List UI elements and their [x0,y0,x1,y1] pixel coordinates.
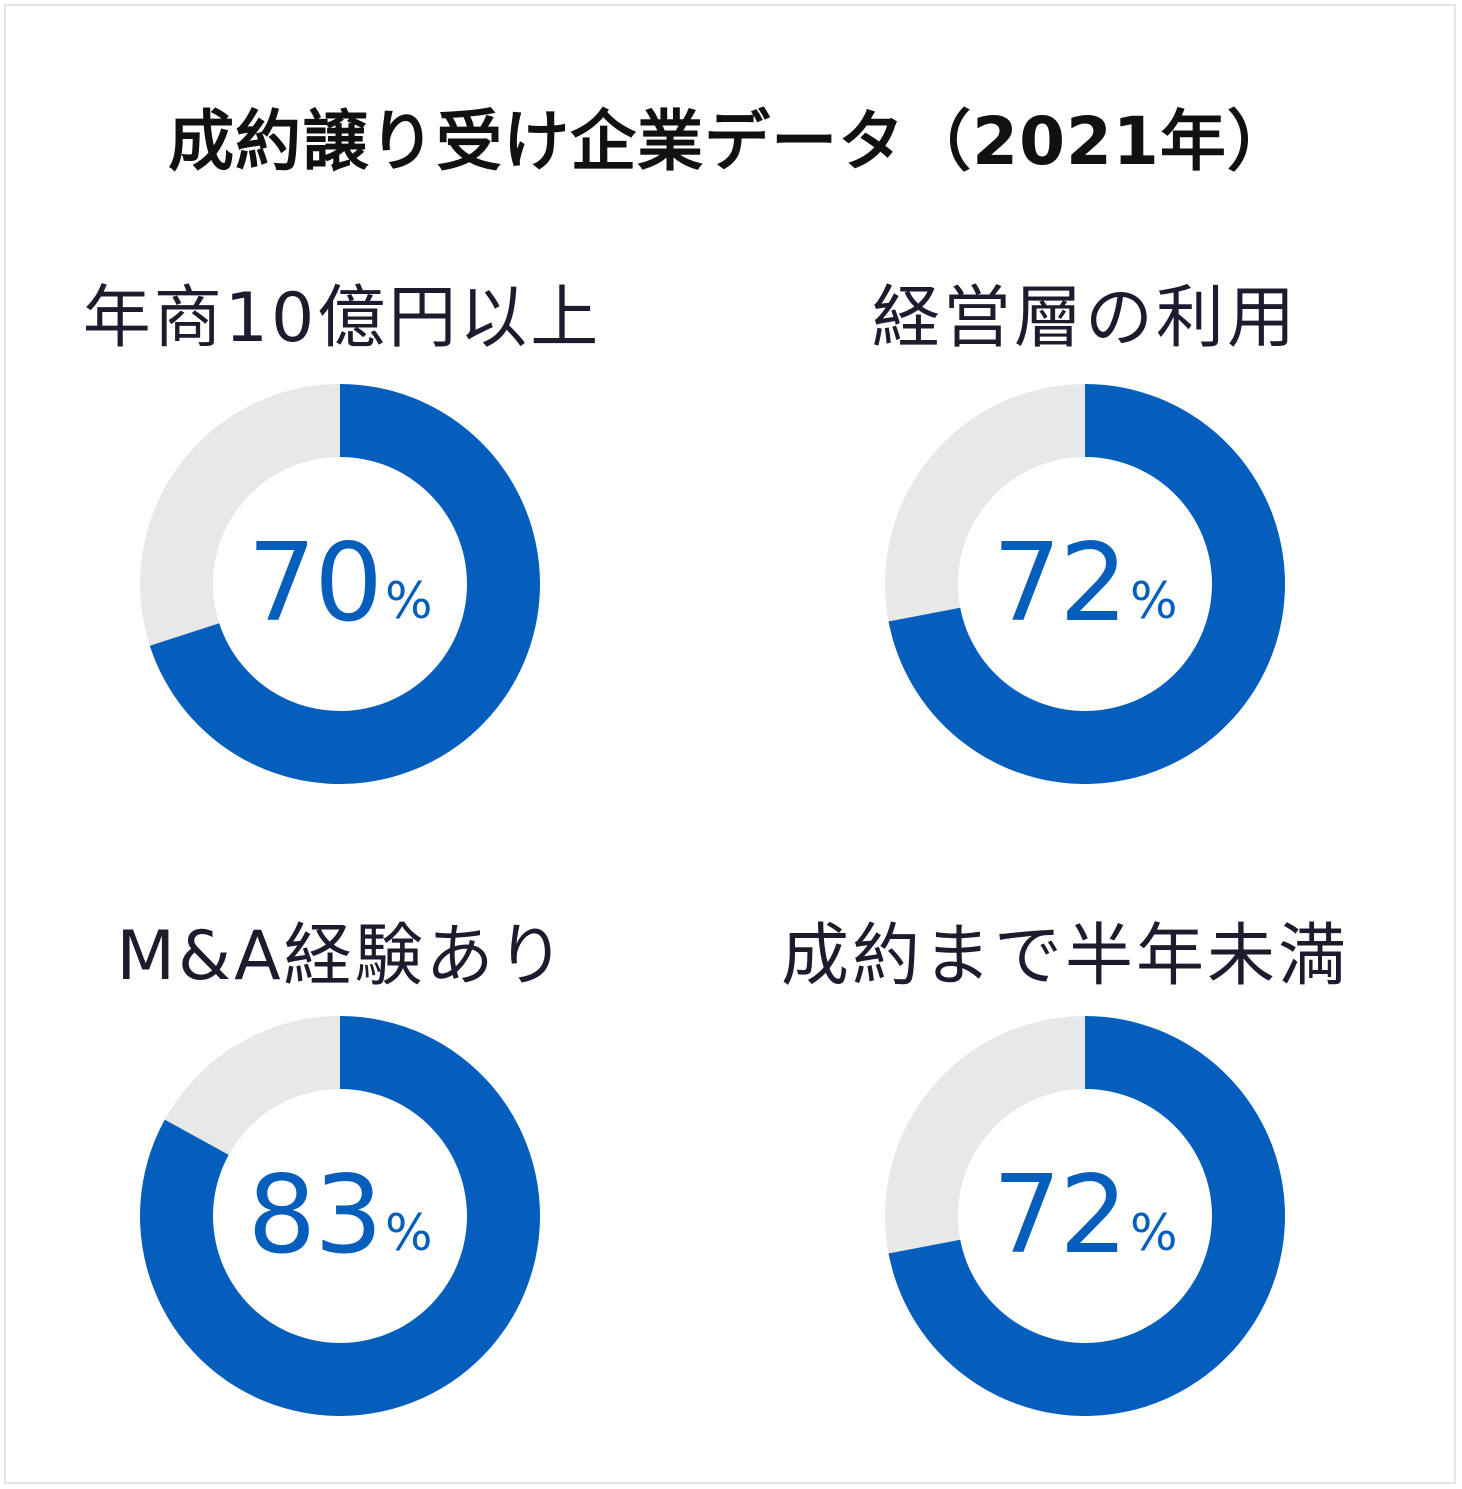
donut-value-slice [140,1016,541,1416]
donut-executive-use [885,384,1285,784]
donut-ma-experience [140,1016,541,1416]
donut-value-slice [888,1016,1285,1416]
donut-annual-revenue [139,384,540,784]
donut-remainder-slice [139,384,340,646]
donut-remainder-slice [164,1016,340,1155]
panel-label-annual-revenue: 年商10億円以上 [82,279,602,358]
figure-frame [4,4,1456,1484]
donut-value-slice [888,384,1285,784]
donut-value-slice [149,384,540,784]
chart-title: 成約譲り受け企業データ（2021年） [168,103,1294,180]
donut-closing-within-half-year [885,1016,1285,1416]
donut-remainder-slice [885,1016,1085,1254]
panel-label-executive-use: 経営層の利用 [871,279,1298,358]
panel-label-ma-experience: M&A経験あり [116,917,568,996]
panel-label-closing-within-half-year: 成約まで半年未満 [780,917,1349,996]
donut-remainder-slice [885,384,1085,622]
